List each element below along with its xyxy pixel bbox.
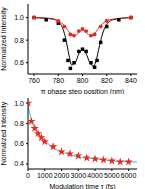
svg-text:0.6: 0.6 <box>14 59 24 66</box>
svg-text:5000: 5000 <box>104 172 120 179</box>
svg-text:1.0: 1.0 <box>14 14 24 21</box>
svg-text:0: 0 <box>26 172 30 179</box>
svg-text:Normalized Intensity: Normalized Intensity <box>8 7 9 71</box>
svg-text:6000: 6000 <box>121 172 137 179</box>
svg-text:Modulation time τ (fs): Modulation time τ (fs) <box>49 183 115 189</box>
svg-text:π phase step position (nm): π phase step position (nm) <box>41 88 124 94</box>
svg-text:0.8: 0.8 <box>14 120 24 127</box>
svg-text:1000: 1000 <box>37 172 53 179</box>
svg-text:840: 840 <box>125 77 137 84</box>
svg-text:0.8: 0.8 <box>14 37 24 44</box>
svg-text:0.6: 0.6 <box>14 140 24 147</box>
svg-text:0.4: 0.4 <box>14 160 24 167</box>
svg-text:4000: 4000 <box>87 172 103 179</box>
svg-text:1.0: 1.0 <box>14 100 24 107</box>
svg-text:3000: 3000 <box>71 172 87 179</box>
svg-text:820: 820 <box>101 77 113 84</box>
svg-text:Normalized Intensity: Normalized Intensity <box>8 101 9 165</box>
svg-text:800: 800 <box>77 77 89 84</box>
svg-text:780: 780 <box>52 77 64 84</box>
svg-text:2000: 2000 <box>54 172 70 179</box>
svg-text:760: 760 <box>28 77 40 84</box>
